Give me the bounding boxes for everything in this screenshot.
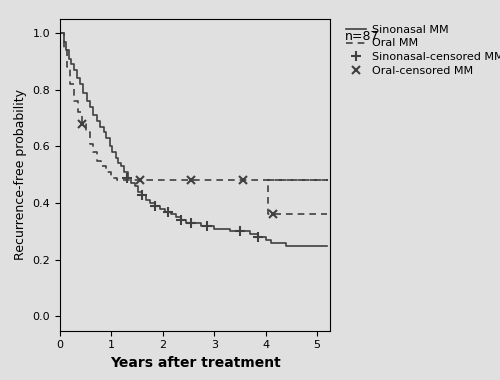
Y-axis label: Recurrence-free probability: Recurrence-free probability — [14, 89, 27, 260]
Legend: Sinonasal MM, Oral MM, Sinonasal-censored MM, Oral-censored MM: Sinonasal MM, Oral MM, Sinonasal-censore… — [346, 25, 500, 76]
Text: n=87: n=87 — [345, 30, 380, 43]
X-axis label: Years after treatment: Years after treatment — [110, 356, 280, 370]
